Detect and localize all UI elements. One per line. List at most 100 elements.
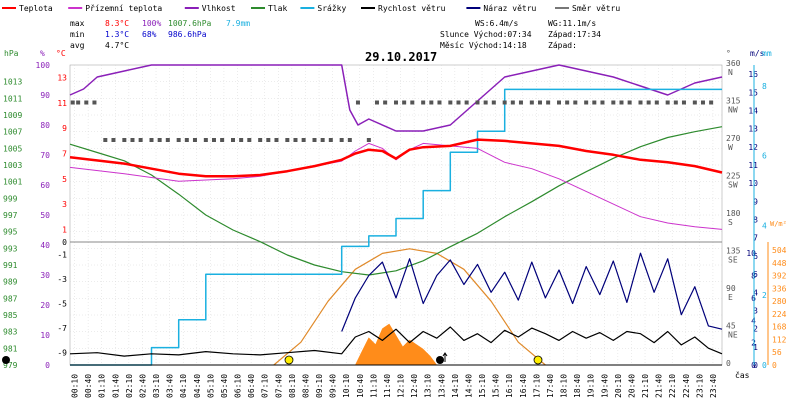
wind-direction-point <box>157 138 162 142</box>
wind-direction-point <box>258 138 263 142</box>
x-tick-label: 04:40 <box>193 374 202 398</box>
x-tick-label: 09:40 <box>329 374 338 398</box>
mm-tick-label: 6 <box>762 152 767 161</box>
pct-tick-label: 90 <box>40 91 50 100</box>
wind-direction-point <box>231 138 235 142</box>
x-tick-label: 08:10 <box>288 374 297 398</box>
axis-layer: 00:10 00:40 01:10 01:40 02:10 02:40 03:10 03:40… <box>3 59 787 398</box>
pct-tick-label: 0 <box>45 361 50 370</box>
temp-neg-tick-label: 0 <box>62 238 67 247</box>
hpa-tick-label: 1013 <box>3 78 22 87</box>
hpa-tick-label: 1001 <box>3 178 22 187</box>
wind-direction-point <box>402 100 407 105</box>
wind-direction-point <box>537 100 542 105</box>
wind-direction-point <box>274 138 279 142</box>
x-tick-label: 03:40 <box>166 374 175 398</box>
x-tick-label: 16:40 <box>519 374 528 398</box>
wind-direction-point <box>638 100 643 105</box>
axis-title-ms: m/s <box>750 49 765 58</box>
wind-direction-point <box>510 100 515 105</box>
wind-direction-point <box>464 100 469 105</box>
wind-direction-point <box>176 138 181 142</box>
ms-tick-label: 1 <box>753 343 758 352</box>
x-tick-label: 13:40 <box>437 374 446 398</box>
wind-direction-point <box>266 138 271 142</box>
deg-tick-label: 0 <box>726 359 731 368</box>
legend-label: Náraz větru <box>483 4 536 13</box>
wind-direction-point <box>239 138 244 142</box>
hpa-tick-label: 1011 <box>3 94 22 103</box>
x-tick-label: 07:40 <box>274 374 283 398</box>
wind-direction-point <box>247 138 252 142</box>
ms-tick-label: 14 <box>748 106 758 115</box>
x-tick-label: 23:10 <box>695 374 704 398</box>
wind-direction-point <box>84 100 89 105</box>
x-tick-label: 17:40 <box>546 374 555 398</box>
ms-tick-label: 9 <box>753 197 758 206</box>
hpa-tick-label: 995 <box>3 228 18 237</box>
direction-tick-label: E <box>728 293 733 302</box>
wind-direction-point <box>429 100 434 105</box>
wind-speed-line <box>69 326 723 357</box>
direction-tick-label: N <box>728 68 733 77</box>
temp-tick-label: 9 <box>62 124 67 133</box>
wind-direction-point <box>646 100 651 105</box>
legend-label: Rychlost větru <box>378 4 446 13</box>
moonrise-icon <box>436 356 444 364</box>
wm2-tick-label: 224 <box>772 310 787 319</box>
wind-direction-point <box>149 138 154 142</box>
hpa-tick-label: 993 <box>3 244 18 253</box>
axis-title-time: čas <box>735 370 750 380</box>
wm2-tick-label: 448 <box>772 259 787 268</box>
x-tick-label: 05:40 <box>220 374 229 398</box>
legend-label: Teplota <box>19 4 53 13</box>
stat-max-press: 1007.6hPa <box>168 19 212 28</box>
deg-tick-label: 180 <box>726 209 741 218</box>
legend-label: Vlhkost <box>202 4 236 13</box>
mm-tick-label: 8 <box>762 82 767 91</box>
wind-direction-point <box>293 138 298 142</box>
x-tick-label: 05:10 <box>206 374 215 398</box>
wm2-tick-label: 280 <box>772 297 787 306</box>
direction-tick-label: NW <box>728 106 738 115</box>
sunrise-icon <box>284 355 294 365</box>
wind-direction-point <box>456 100 461 105</box>
temp-tick-label: 11 <box>57 99 67 108</box>
wind-direction-point <box>627 100 632 105</box>
wind-direction-point <box>421 100 426 105</box>
x-tick-label: 22:10 <box>668 374 677 398</box>
wm2-tick-label: 56 <box>772 348 782 357</box>
x-tick-label: 02:40 <box>138 374 147 398</box>
pct-tick-label: 50 <box>40 211 50 220</box>
stat-max-label: max <box>70 19 85 28</box>
ms-tick-label: 12 <box>748 143 758 152</box>
x-tick-label: 14:10 <box>451 374 460 398</box>
x-tick-label: 14:40 <box>464 374 473 398</box>
x-tick-label: 06:10 <box>234 374 243 398</box>
temp-neg-tick-label: -5 <box>57 300 67 309</box>
ms-tick-label: 3 <box>753 306 758 315</box>
wm2-tick-label: 392 <box>772 272 787 281</box>
wind-direction-point <box>347 138 352 142</box>
wind-direction-point <box>565 100 570 105</box>
axis-title-mm: mm <box>762 49 772 58</box>
x-tick-label: 01:40 <box>111 374 120 398</box>
wind-direction-point <box>448 100 453 105</box>
ms-tick-label: 16 <box>748 70 758 79</box>
pct-tick-label: 30 <box>40 271 50 280</box>
info-ws: WS:6.4m/s <box>475 19 519 28</box>
chart-title: 29.10.2017 <box>365 50 437 64</box>
pct-tick-label: 70 <box>40 151 50 160</box>
temp-tick-label: 1 <box>62 225 67 234</box>
temp-tick-label: 7 <box>62 150 67 159</box>
wind-direction-point <box>619 100 624 105</box>
x-tick-label: 15:10 <box>478 374 487 398</box>
x-tick-label: 09:10 <box>315 374 324 398</box>
stat-avg-temp: 4.7°C <box>105 41 129 50</box>
wind-direction-point <box>111 138 116 142</box>
direction-tick-label: NE <box>728 331 738 340</box>
hpa-tick-label: 1003 <box>3 161 22 170</box>
wind-tick-label: 0 <box>751 361 756 370</box>
pct-tick-label: 10 <box>40 331 50 340</box>
x-tick-label: 16:10 <box>505 374 514 398</box>
